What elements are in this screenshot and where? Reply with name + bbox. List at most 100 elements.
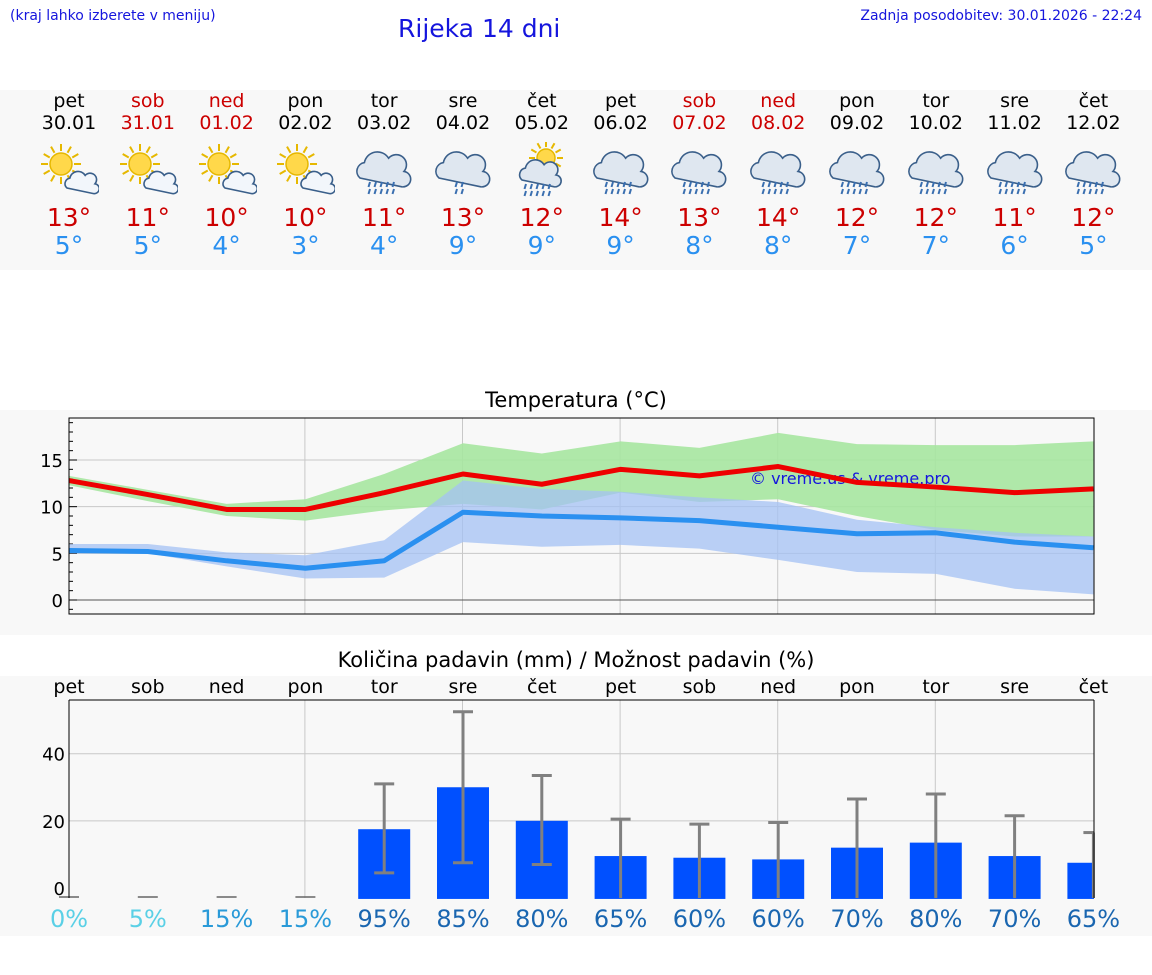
precip-probability: 15% xyxy=(279,905,332,933)
precip-probability: 15% xyxy=(200,905,253,933)
light-rain-cloud-icon xyxy=(435,151,491,195)
temp-min: 8° xyxy=(685,231,714,260)
temp-min: 7° xyxy=(921,231,950,260)
temp-max: 13° xyxy=(46,203,92,232)
day-date: 06.02 xyxy=(593,112,648,134)
day-date: 07.02 xyxy=(672,112,727,134)
day-name: sre xyxy=(1000,90,1030,112)
last-updated: Zadnja posodobitev: 30.01.2026 - 22:24 xyxy=(860,8,1142,24)
day-name: sob xyxy=(682,90,717,112)
min-temp-line xyxy=(68,509,1094,571)
day-column: sre 11.02 11° 6° xyxy=(970,90,1060,260)
precip-probability: 95% xyxy=(358,905,411,933)
precip-probability: 0% xyxy=(50,905,88,933)
rain-cloud-icon xyxy=(592,151,649,195)
precip-probability: 80% xyxy=(515,905,568,933)
y-tick-label: 0 xyxy=(52,591,63,612)
day-name: tor xyxy=(922,90,950,112)
day-name: pon xyxy=(287,90,324,112)
day-name: pet xyxy=(604,90,637,112)
day-column: pet 06.02 14° 9° xyxy=(576,90,666,260)
x-day-label: pon xyxy=(839,676,875,698)
x-day-label: pon xyxy=(288,676,324,698)
sun-cloud-icon xyxy=(119,144,178,195)
x-day-label: sre xyxy=(1000,676,1029,698)
day-column: pet 30.01 13° 5° xyxy=(24,90,114,260)
day-date: 30.01 xyxy=(41,112,97,134)
y-tick-label: 10 xyxy=(40,498,63,519)
sun-rain-cloud-icon xyxy=(518,142,563,197)
day-name: čet xyxy=(1078,90,1109,112)
day-date: 11.02 xyxy=(987,112,1042,134)
x-day-label: sob xyxy=(131,676,165,698)
temp-max: 10° xyxy=(204,203,249,232)
temp-min: 5° xyxy=(1079,231,1108,260)
day-name: sre xyxy=(448,90,478,112)
precip-chart-title: Količina padavin (mm) / Možnost padavin … xyxy=(337,648,815,672)
x-day-label: ned xyxy=(209,676,245,698)
precip-probability: 80% xyxy=(909,905,962,933)
day-column: čet 05.02 12° 9° xyxy=(497,90,587,260)
rain-cloud-icon xyxy=(986,151,1043,195)
precip-probability: 65% xyxy=(594,905,647,933)
temp-max: 12° xyxy=(1071,203,1116,232)
rain-cloud-icon xyxy=(671,151,727,195)
sun-cloud-icon xyxy=(41,144,99,195)
day-name: pet xyxy=(53,90,85,112)
day-name: ned xyxy=(208,90,245,112)
x-day-label: sre xyxy=(449,676,478,698)
rain-cloud-icon xyxy=(750,151,806,195)
day-date: 10.02 xyxy=(908,112,963,134)
temp-plot-frame xyxy=(68,417,1095,615)
precip-probability: 60% xyxy=(752,905,805,933)
rain-cloud-icon xyxy=(907,151,964,195)
x-day-label: pet xyxy=(53,676,84,698)
y-tick-label: 40 xyxy=(42,745,65,766)
day-date: 04.02 xyxy=(435,112,491,134)
temp-min: 4° xyxy=(369,231,399,260)
temp-max: 11° xyxy=(992,203,1037,232)
x-day-label: pet xyxy=(605,676,636,698)
temp-min: 9° xyxy=(606,231,635,260)
rain-cloud-icon xyxy=(1065,151,1121,195)
day-date: 01.02 xyxy=(199,112,254,134)
max-temp-line xyxy=(68,464,1094,512)
y-tick-label: 15 xyxy=(40,451,63,472)
precip-probability: 70% xyxy=(830,905,883,933)
temp-min: 9° xyxy=(527,231,556,260)
temp-max: 14° xyxy=(598,203,643,232)
temp-max: 13° xyxy=(677,203,722,232)
temp-max: 14° xyxy=(756,203,801,232)
day-column: sob 31.01 11° 5° xyxy=(103,90,193,260)
day-column: ned 08.02 14° 8° xyxy=(733,90,823,260)
location-hint[interactable]: (kraj lahko izberete v meniju) xyxy=(10,8,216,24)
temp-min: 7° xyxy=(842,231,872,260)
x-day-label: ned xyxy=(760,676,796,698)
x-day-label: čet xyxy=(527,676,557,698)
rain-cloud-icon xyxy=(356,151,412,195)
precip-bar xyxy=(1067,862,1094,899)
precip-probability: 70% xyxy=(988,905,1041,933)
day-name: ned xyxy=(760,90,797,112)
day-column: tor 03.02 11° 4° xyxy=(339,90,429,260)
day-column: ned 01.02 10° 4° xyxy=(182,90,272,260)
day-name: čet xyxy=(527,90,557,112)
precip-probability: 85% xyxy=(436,905,489,933)
x-day-label: tor xyxy=(371,676,398,698)
day-date: 12.02 xyxy=(1066,112,1121,134)
temp-min: 9° xyxy=(448,231,478,260)
day-name: pon xyxy=(839,90,875,112)
temp-chart-title: Temperatura (°C) xyxy=(485,388,667,412)
temp-max: 11° xyxy=(125,203,170,232)
temp-min: 6° xyxy=(1000,231,1029,260)
temp-max: 10° xyxy=(283,203,328,232)
day-date: 31.01 xyxy=(120,112,175,134)
sun-cloud-icon xyxy=(277,144,336,195)
rain-cloud-icon xyxy=(829,151,885,195)
temp-min: 4° xyxy=(212,231,241,260)
y-tick-label: 20 xyxy=(42,812,65,833)
day-date: 03.02 xyxy=(356,112,412,134)
temp-max: 12° xyxy=(913,203,958,232)
